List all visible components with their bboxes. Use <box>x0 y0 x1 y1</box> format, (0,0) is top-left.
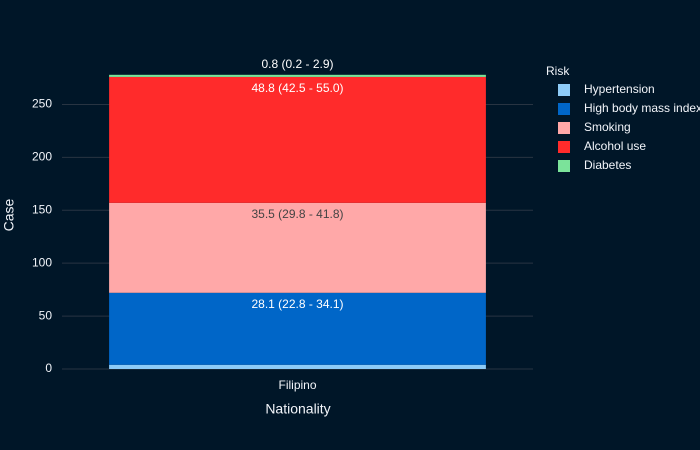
legend-label: Diabetes <box>584 158 631 172</box>
bar-segment <box>109 292 486 365</box>
y-tick-label: 150 <box>32 202 52 216</box>
y-axis-title: Case <box>1 198 17 231</box>
legend-label: High body mass index <box>584 101 700 115</box>
value-label: 48.8 (42.5 - 55.0) <box>251 81 343 95</box>
value-label: 35.5 (29.8 - 41.8) <box>251 207 343 221</box>
legend-label: Smoking <box>584 120 631 134</box>
bar-segment <box>109 74 486 77</box>
legend-label: Alcohol use <box>584 139 646 153</box>
y-tick-label: 50 <box>39 308 53 322</box>
legend-swatch <box>558 122 570 134</box>
legend-title: Risk <box>546 64 570 78</box>
legend-swatch <box>558 103 570 115</box>
y-tick-label: 250 <box>32 97 52 111</box>
bar-segment <box>109 364 486 369</box>
y-tick-label: 200 <box>32 150 52 164</box>
value-label: 0.8 (0.2 - 2.9) <box>261 57 333 71</box>
x-tick-label: Filipino <box>278 378 316 392</box>
y-tick-label: 0 <box>45 361 52 375</box>
legend-label: Hypertension <box>584 82 655 96</box>
y-tick-label: 100 <box>32 255 52 269</box>
legend-swatch <box>558 84 570 96</box>
legend-swatch <box>558 160 570 172</box>
x-axis-title: Nationality <box>265 401 330 417</box>
value-label: 28.1 (22.8 - 34.1) <box>251 297 343 311</box>
bar-segment <box>109 202 486 293</box>
bar-segment <box>109 76 486 203</box>
legend-swatch <box>558 141 570 153</box>
